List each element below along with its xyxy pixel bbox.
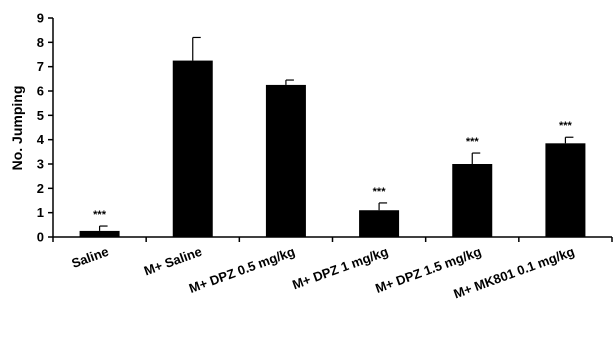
- y-tick-label: 1: [37, 205, 44, 220]
- x-tick-label: M+ Saline: [142, 244, 204, 279]
- y-axis-title: No. Jumping: [9, 86, 25, 171]
- bar: [545, 143, 586, 237]
- significance-label: ***: [373, 186, 387, 198]
- significance-label: ***: [466, 136, 480, 148]
- y-tick-label: 4: [37, 132, 45, 147]
- y-tick-label: 2: [37, 181, 44, 196]
- y-tick-label: 6: [37, 84, 44, 99]
- significance-label: ***: [559, 120, 573, 132]
- y-tick-label: 9: [37, 11, 44, 26]
- y-tick-label: 0: [37, 230, 44, 245]
- x-tick-label: Saline: [69, 244, 110, 271]
- bar: [452, 164, 493, 237]
- x-tick-label: M+ DPZ 0.5 mg/kg: [187, 244, 297, 296]
- bar: [359, 210, 400, 237]
- bar: [79, 230, 120, 237]
- y-tick-label: 3: [37, 157, 44, 172]
- bar: [172, 60, 213, 238]
- significance-label: ***: [93, 209, 107, 221]
- y-tick-label: 7: [37, 59, 44, 74]
- y-tick-label: 5: [37, 108, 44, 123]
- bar: [265, 84, 306, 238]
- y-tick-label: 8: [37, 35, 44, 50]
